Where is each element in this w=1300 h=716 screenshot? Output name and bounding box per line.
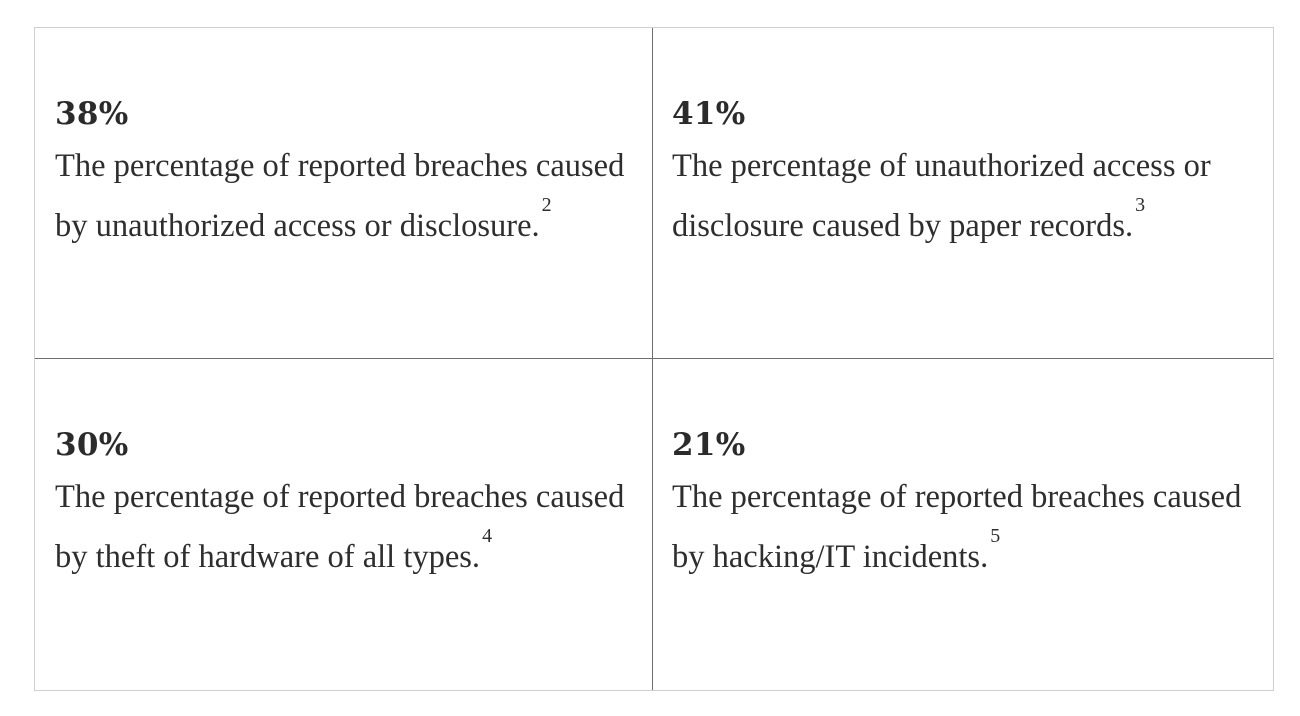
footnote-marker[interactable]: 4 <box>482 525 493 547</box>
footnote-marker[interactable]: 5 <box>990 525 1001 547</box>
stat-description-text: The percentage of reported breaches caus… <box>55 479 625 575</box>
stat-description: The percentage of unauthorized access or… <box>672 140 1253 252</box>
stat-description-text: The percentage of unauthorized access or… <box>672 148 1211 244</box>
stat-value: 38% <box>55 96 129 132</box>
stat-description-text: The percentage of reported breaches caus… <box>672 479 1242 575</box>
stat-value: 30% <box>55 427 129 463</box>
stat-cell-unauthorized-access: 38% The percentage of reported breaches … <box>35 28 653 359</box>
stat-description: The percentage of reported breaches caus… <box>55 140 632 252</box>
footnote-marker[interactable]: 3 <box>1135 194 1146 216</box>
stat-cell-paper-records: 41% The percentage of unauthorized acces… <box>653 28 1273 359</box>
stats-grid: 38% The percentage of reported breaches … <box>34 27 1274 691</box>
stat-value: 41% <box>672 96 746 132</box>
stat-cell-hacking-incidents: 21% The percentage of reported breaches … <box>653 359 1273 690</box>
stat-description: The percentage of reported breaches caus… <box>55 471 632 583</box>
stat-cell-hardware-theft: 30% The percentage of reported breaches … <box>35 359 653 690</box>
stat-value: 21% <box>672 427 746 463</box>
stat-description-text: The percentage of reported breaches caus… <box>55 148 625 244</box>
footnote-marker[interactable]: 2 <box>541 194 552 216</box>
stat-description: The percentage of reported breaches caus… <box>672 471 1253 583</box>
